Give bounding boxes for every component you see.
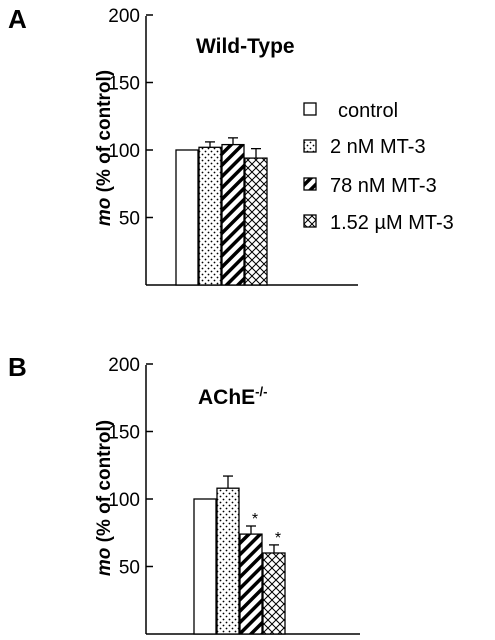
panel-label-a: A [8,4,27,34]
bar-3-b [239,533,263,635]
panel-title-b-base: AChE [198,386,255,409]
y-ticks-b: 50 100 150 200 [108,355,153,579]
legend-swatch-2nm [303,139,317,153]
panel-title-b: AChE-/- [198,384,267,409]
y-axis-title-rest-a: (% of control) [94,70,115,198]
bars-b: ** [193,475,286,635]
panel-title-a: Wild-Type [196,35,295,58]
panel-label-b: B [8,352,27,382]
y-tick-label-100-a: 100 [108,141,140,162]
significance-marker-3-b: * [252,511,258,528]
bar-2-a [198,146,222,286]
y-tick-label-200-b: 200 [108,355,140,376]
legend-label-control: control [338,100,398,122]
bar-1-a [175,149,199,286]
y-tick-label-50-b: 50 [119,558,140,579]
bar-3-a [221,143,245,286]
legend: control 2 nM MT-3 78 nM MT-3 1.52 µM MT-… [303,100,454,234]
panel-b: B AChE-/- mo (% of control) 50100150200 … [8,352,360,635]
y-axis-title-italic-a: mo [94,198,115,227]
legend-swatch-78nm [303,177,317,191]
legend-label-152um: 1.52 µM MT-3 [330,212,454,234]
y-tick-label-200-a: 200 [108,6,140,27]
y-tick-label-50-a: 50 [119,209,140,230]
legend-label-2nm: 2 nM MT-3 [330,136,426,158]
panel-title-b-sup: -/- [255,384,267,399]
legend-label-78nm: 78 nM MT-3 [330,175,437,197]
y-tick-label-150-b: 150 [108,423,140,444]
bar-1-b [193,498,217,635]
panel-a: A Wild-Type mo (% of control) 50 100 150 20… [8,4,358,286]
bars-a [175,137,268,286]
bar-4-b [262,552,286,635]
y-axis-title-italic-b: mo [94,548,115,577]
bar-2-b [216,487,240,635]
legend-swatch-control [303,102,317,116]
legend-swatch-152um [303,214,317,228]
y-tick-label-150-a: 150 [108,74,140,95]
y-ticks-a: 50 100 150 200 [108,6,153,230]
y-tick-label-100-b: 100 [108,490,140,511]
y-axis-title-b: mo (% of control) [94,420,115,576]
y-axis-title-a: mo (% of control) [94,70,115,226]
bar-4-a [244,157,268,286]
significance-marker-4-b: * [275,530,281,547]
y-axis-title-rest-b: (% of control) [94,420,115,548]
